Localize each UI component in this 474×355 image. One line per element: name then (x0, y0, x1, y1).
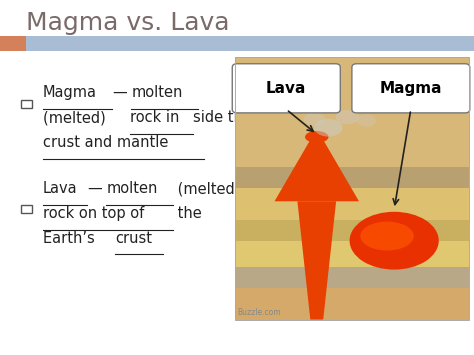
Bar (0, 36, 26, 51)
Text: Magma vs. Lava: Magma vs. Lava (26, 11, 229, 35)
Polygon shape (274, 141, 359, 201)
Text: rock in: rock in (129, 110, 179, 125)
Text: —: — (87, 181, 102, 196)
Bar (235, 167, 469, 188)
Bar (235, 241, 469, 267)
Text: (melted): (melted) (43, 110, 110, 125)
Bar (235, 267, 469, 288)
FancyBboxPatch shape (232, 64, 340, 113)
Bar (0, 36, 474, 51)
Text: Earth’s: Earth’s (43, 231, 99, 246)
Text: the: the (173, 206, 202, 221)
Ellipse shape (336, 110, 359, 124)
Text: —: — (112, 85, 127, 100)
Text: molten: molten (106, 181, 158, 196)
Text: crust: crust (115, 231, 153, 246)
Bar (235, 220, 469, 241)
Bar (235, 57, 469, 320)
Ellipse shape (357, 114, 376, 127)
Text: Magma: Magma (380, 81, 442, 96)
Bar (235, 57, 469, 167)
Text: Lava: Lava (266, 81, 307, 96)
Ellipse shape (350, 212, 439, 269)
FancyBboxPatch shape (352, 64, 470, 113)
Bar (21, 205, 32, 213)
Text: Buzzle.com: Buzzle.com (237, 308, 281, 317)
Ellipse shape (360, 222, 414, 251)
Text: molten: molten (131, 85, 183, 100)
Bar (235, 288, 469, 320)
Ellipse shape (305, 131, 328, 143)
Text: rock on top of: rock on top of (43, 206, 144, 221)
Text: Magma: Magma (43, 85, 97, 100)
Text: side the: side the (193, 110, 252, 125)
Polygon shape (297, 201, 336, 320)
Bar (21, 100, 32, 108)
Ellipse shape (303, 112, 325, 126)
Text: (melted): (melted) (173, 181, 240, 196)
Bar (235, 188, 469, 220)
Text: Lava: Lava (43, 181, 77, 196)
Ellipse shape (314, 119, 343, 137)
Text: crust and mantle: crust and mantle (43, 135, 168, 150)
